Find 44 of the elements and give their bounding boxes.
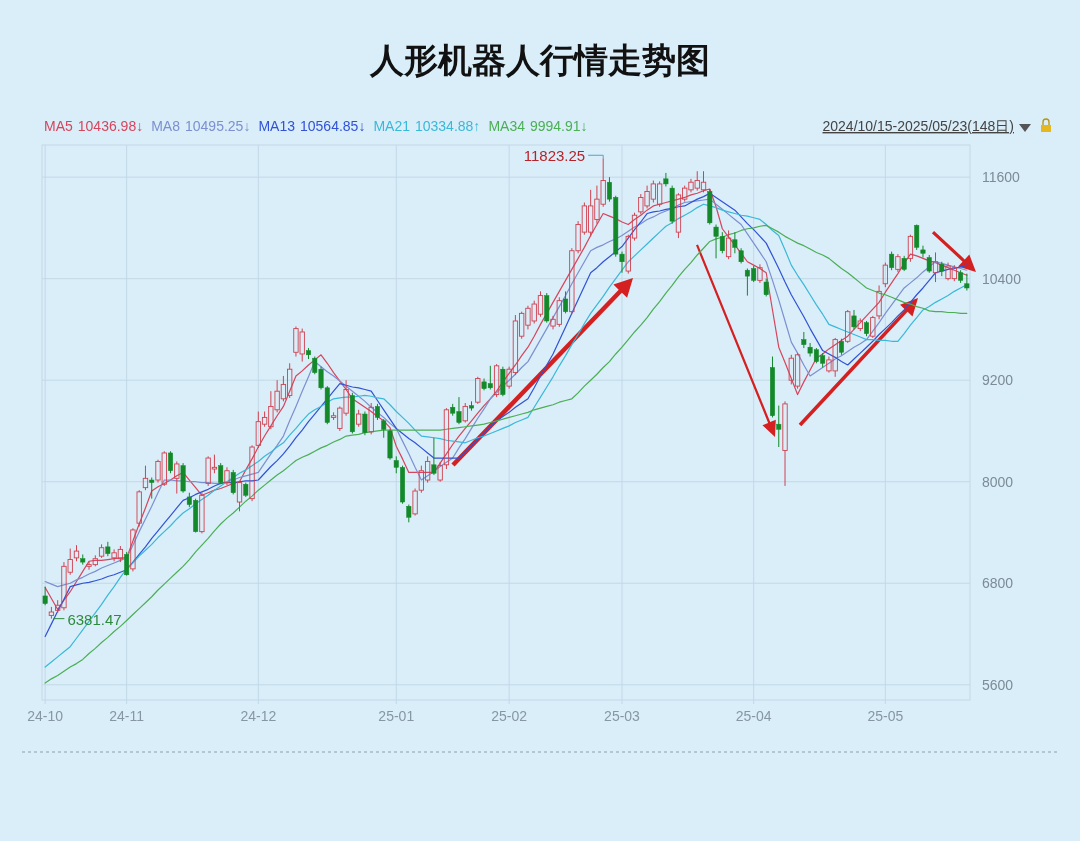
y-tick-label: 5600 — [982, 676, 1014, 693]
candlestick — [381, 418, 387, 439]
x-tick-label: 25-03 — [604, 708, 641, 724]
candlestick — [776, 405, 782, 448]
candlestick — [199, 492, 205, 534]
candlestick — [964, 273, 970, 292]
candlestick — [42, 586, 48, 606]
candlestick — [563, 290, 569, 314]
candlestick — [732, 231, 738, 254]
candlestick — [876, 284, 882, 320]
candlestick — [889, 251, 895, 271]
y-tick-label: 11600 — [982, 169, 1021, 186]
chart-title: 人形机器人行情走势图 — [369, 41, 710, 79]
candlestick — [362, 411, 368, 436]
x-tick-label: 25-05 — [867, 708, 904, 724]
y-tick-label: 9200 — [982, 372, 1014, 389]
candlestick — [757, 263, 763, 284]
candlestick — [914, 224, 920, 251]
candlestick — [249, 444, 255, 502]
y-tick-label: 6800 — [982, 575, 1014, 592]
candlestick — [168, 450, 173, 474]
x-tick-label: 25-04 — [735, 708, 772, 724]
candlestick — [851, 309, 857, 330]
candlestick — [932, 251, 939, 283]
y-tick-label: 10400 — [982, 270, 1022, 287]
candlestick — [431, 437, 437, 476]
y-tick-label: 8000 — [982, 473, 1014, 490]
candlestick — [895, 253, 901, 273]
candlestick — [224, 466, 230, 486]
legend: MA5 10436.98↓ MA8 10495.25↓ MA13 10564.85↓ MA21 10334.88↑ MA34 9994.91↓ — [44, 118, 588, 134]
candlestick — [782, 400, 788, 487]
x-tick-label: 24-11 — [109, 708, 145, 724]
candlestick — [462, 402, 468, 423]
candlestick — [149, 476, 155, 500]
chart-subtitle: 2024/10/15-2025/05/23(148日) — [822, 118, 1014, 134]
x-tick-label: 25-02 — [491, 708, 528, 724]
candlestick — [920, 245, 926, 259]
x-tick-label: 24-12 — [240, 708, 277, 724]
candlestick — [230, 469, 236, 495]
candlestick — [124, 551, 130, 577]
x-tick-label: 24-10 — [27, 708, 64, 724]
annotation: 11823.25 — [523, 147, 586, 165]
x-tick-label: 25-01 — [378, 708, 415, 724]
candlestick — [218, 462, 224, 485]
